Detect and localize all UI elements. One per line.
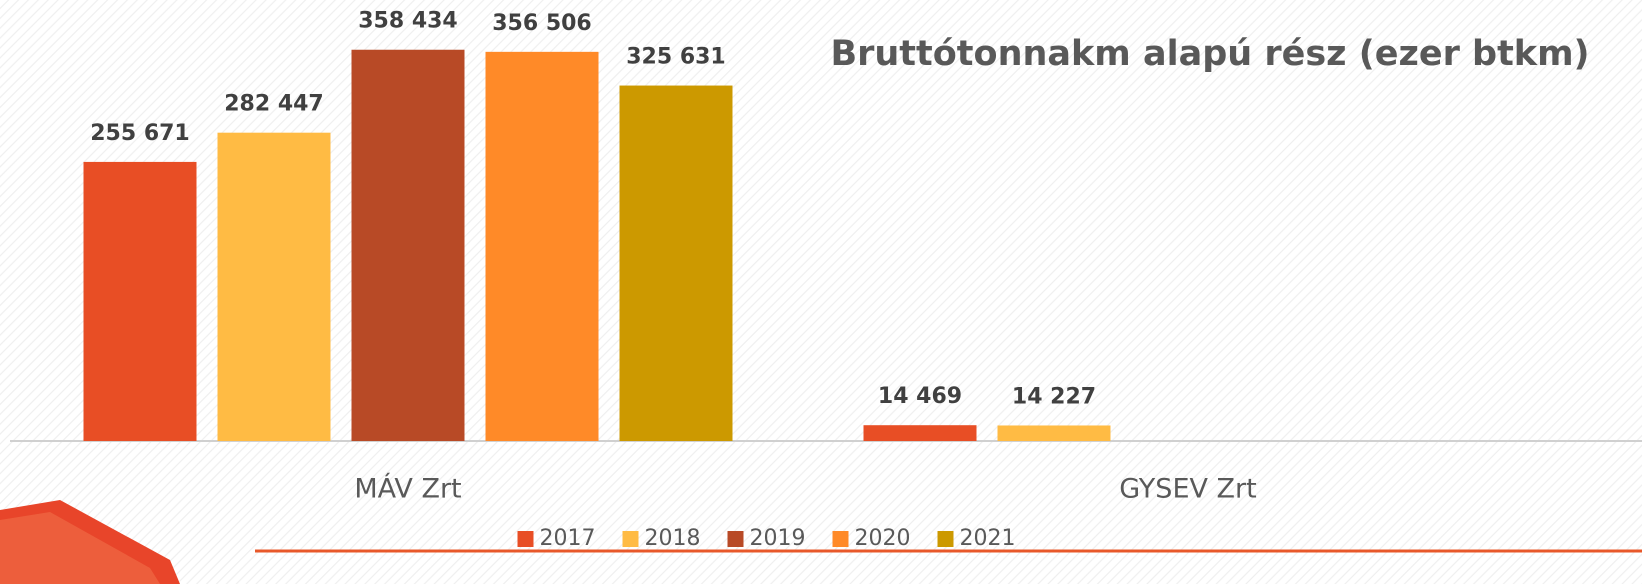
data-label: 356 506 <box>492 11 592 36</box>
bar <box>83 161 197 442</box>
legend-swatch <box>937 531 954 547</box>
bar <box>863 425 977 441</box>
x-tick-label: GYSEV Zrt <box>1119 474 1257 505</box>
decoration <box>0 512 160 584</box>
bar <box>619 85 733 441</box>
data-label: 282 447 <box>224 92 324 117</box>
legend-swatch <box>622 531 639 547</box>
chart-title: Bruttótonnakm alapú rész (ezer btkm) <box>830 34 1589 74</box>
legend-label: 2017 <box>540 526 596 551</box>
legend-swatch <box>832 531 849 547</box>
legend-label: 2018 <box>645 526 701 551</box>
legend-label: 2020 <box>855 526 911 551</box>
legend-swatch <box>727 531 744 547</box>
x-tick-label: MÁV Zrt <box>354 473 461 505</box>
legend-label: 2021 <box>960 526 1016 551</box>
bar <box>217 132 331 441</box>
data-label: 14 227 <box>1012 384 1096 409</box>
bar <box>485 51 599 442</box>
bar <box>351 49 465 441</box>
data-label: 325 631 <box>626 45 726 70</box>
data-label: 14 469 <box>878 384 962 409</box>
legend-swatch <box>517 531 534 547</box>
data-label: 358 434 <box>358 9 458 34</box>
legend-label: 2019 <box>750 526 806 551</box>
data-label: 255 671 <box>90 121 190 146</box>
bar <box>997 425 1111 441</box>
